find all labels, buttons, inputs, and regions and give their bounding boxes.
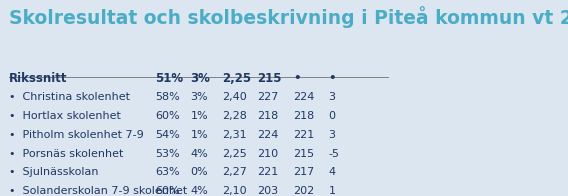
Text: •: • — [293, 72, 300, 85]
Text: 215: 215 — [257, 72, 282, 85]
Text: 2,27: 2,27 — [222, 167, 247, 177]
Text: 53%: 53% — [155, 149, 179, 159]
Text: Skolresultat och skolbeskrivning i Piteå kommun vt 2014: Skolresultat och skolbeskrivning i Piteå… — [9, 6, 568, 28]
Text: 60%: 60% — [155, 111, 179, 121]
Text: •  Pitholm skolenhet 7-9: • Pitholm skolenhet 7-9 — [9, 130, 144, 140]
Text: 3: 3 — [328, 92, 335, 102]
Text: -5: -5 — [328, 149, 340, 159]
Text: 54%: 54% — [155, 130, 180, 140]
Text: Rikssnitt: Rikssnitt — [9, 72, 68, 85]
Text: •  Christina skolenhet: • Christina skolenhet — [9, 92, 130, 102]
Text: •: • — [328, 72, 336, 85]
Text: 4%: 4% — [190, 186, 208, 196]
Text: •  Solanderskolan 7-9 skolenhet: • Solanderskolan 7-9 skolenhet — [9, 186, 187, 196]
Text: 3%: 3% — [190, 92, 208, 102]
Text: 2,28: 2,28 — [222, 111, 247, 121]
Text: 4: 4 — [328, 167, 336, 177]
Text: 2,25: 2,25 — [222, 72, 251, 85]
Text: 1%: 1% — [190, 111, 208, 121]
Text: 60%: 60% — [155, 186, 179, 196]
Text: 202: 202 — [293, 186, 314, 196]
Text: 210: 210 — [257, 149, 279, 159]
Text: 221: 221 — [257, 167, 279, 177]
Text: 224: 224 — [293, 92, 314, 102]
Text: 1: 1 — [328, 186, 335, 196]
Text: 3: 3 — [328, 130, 335, 140]
Text: 218: 218 — [293, 111, 314, 121]
Text: 203: 203 — [257, 186, 279, 196]
Text: 215: 215 — [293, 149, 314, 159]
Text: 2,25: 2,25 — [222, 149, 247, 159]
Text: 4%: 4% — [190, 149, 208, 159]
Text: 1%: 1% — [190, 130, 208, 140]
Text: 58%: 58% — [155, 92, 180, 102]
Text: 2,40: 2,40 — [222, 92, 247, 102]
Text: •  Hortlax skolenhet: • Hortlax skolenhet — [9, 111, 121, 121]
Text: 3%: 3% — [190, 72, 210, 85]
Text: 227: 227 — [257, 92, 279, 102]
Text: 0: 0 — [328, 111, 335, 121]
Text: 217: 217 — [293, 167, 314, 177]
Text: •  Sjulnässkolan: • Sjulnässkolan — [9, 167, 99, 177]
Text: 0%: 0% — [190, 167, 208, 177]
Text: 63%: 63% — [155, 167, 179, 177]
Text: 2,10: 2,10 — [222, 186, 247, 196]
Text: 51%: 51% — [155, 72, 183, 85]
Text: •  Porsnäs skolenhet: • Porsnäs skolenhet — [9, 149, 124, 159]
Text: 224: 224 — [257, 130, 279, 140]
Text: 218: 218 — [257, 111, 279, 121]
Text: 2,31: 2,31 — [222, 130, 247, 140]
Text: 221: 221 — [293, 130, 314, 140]
